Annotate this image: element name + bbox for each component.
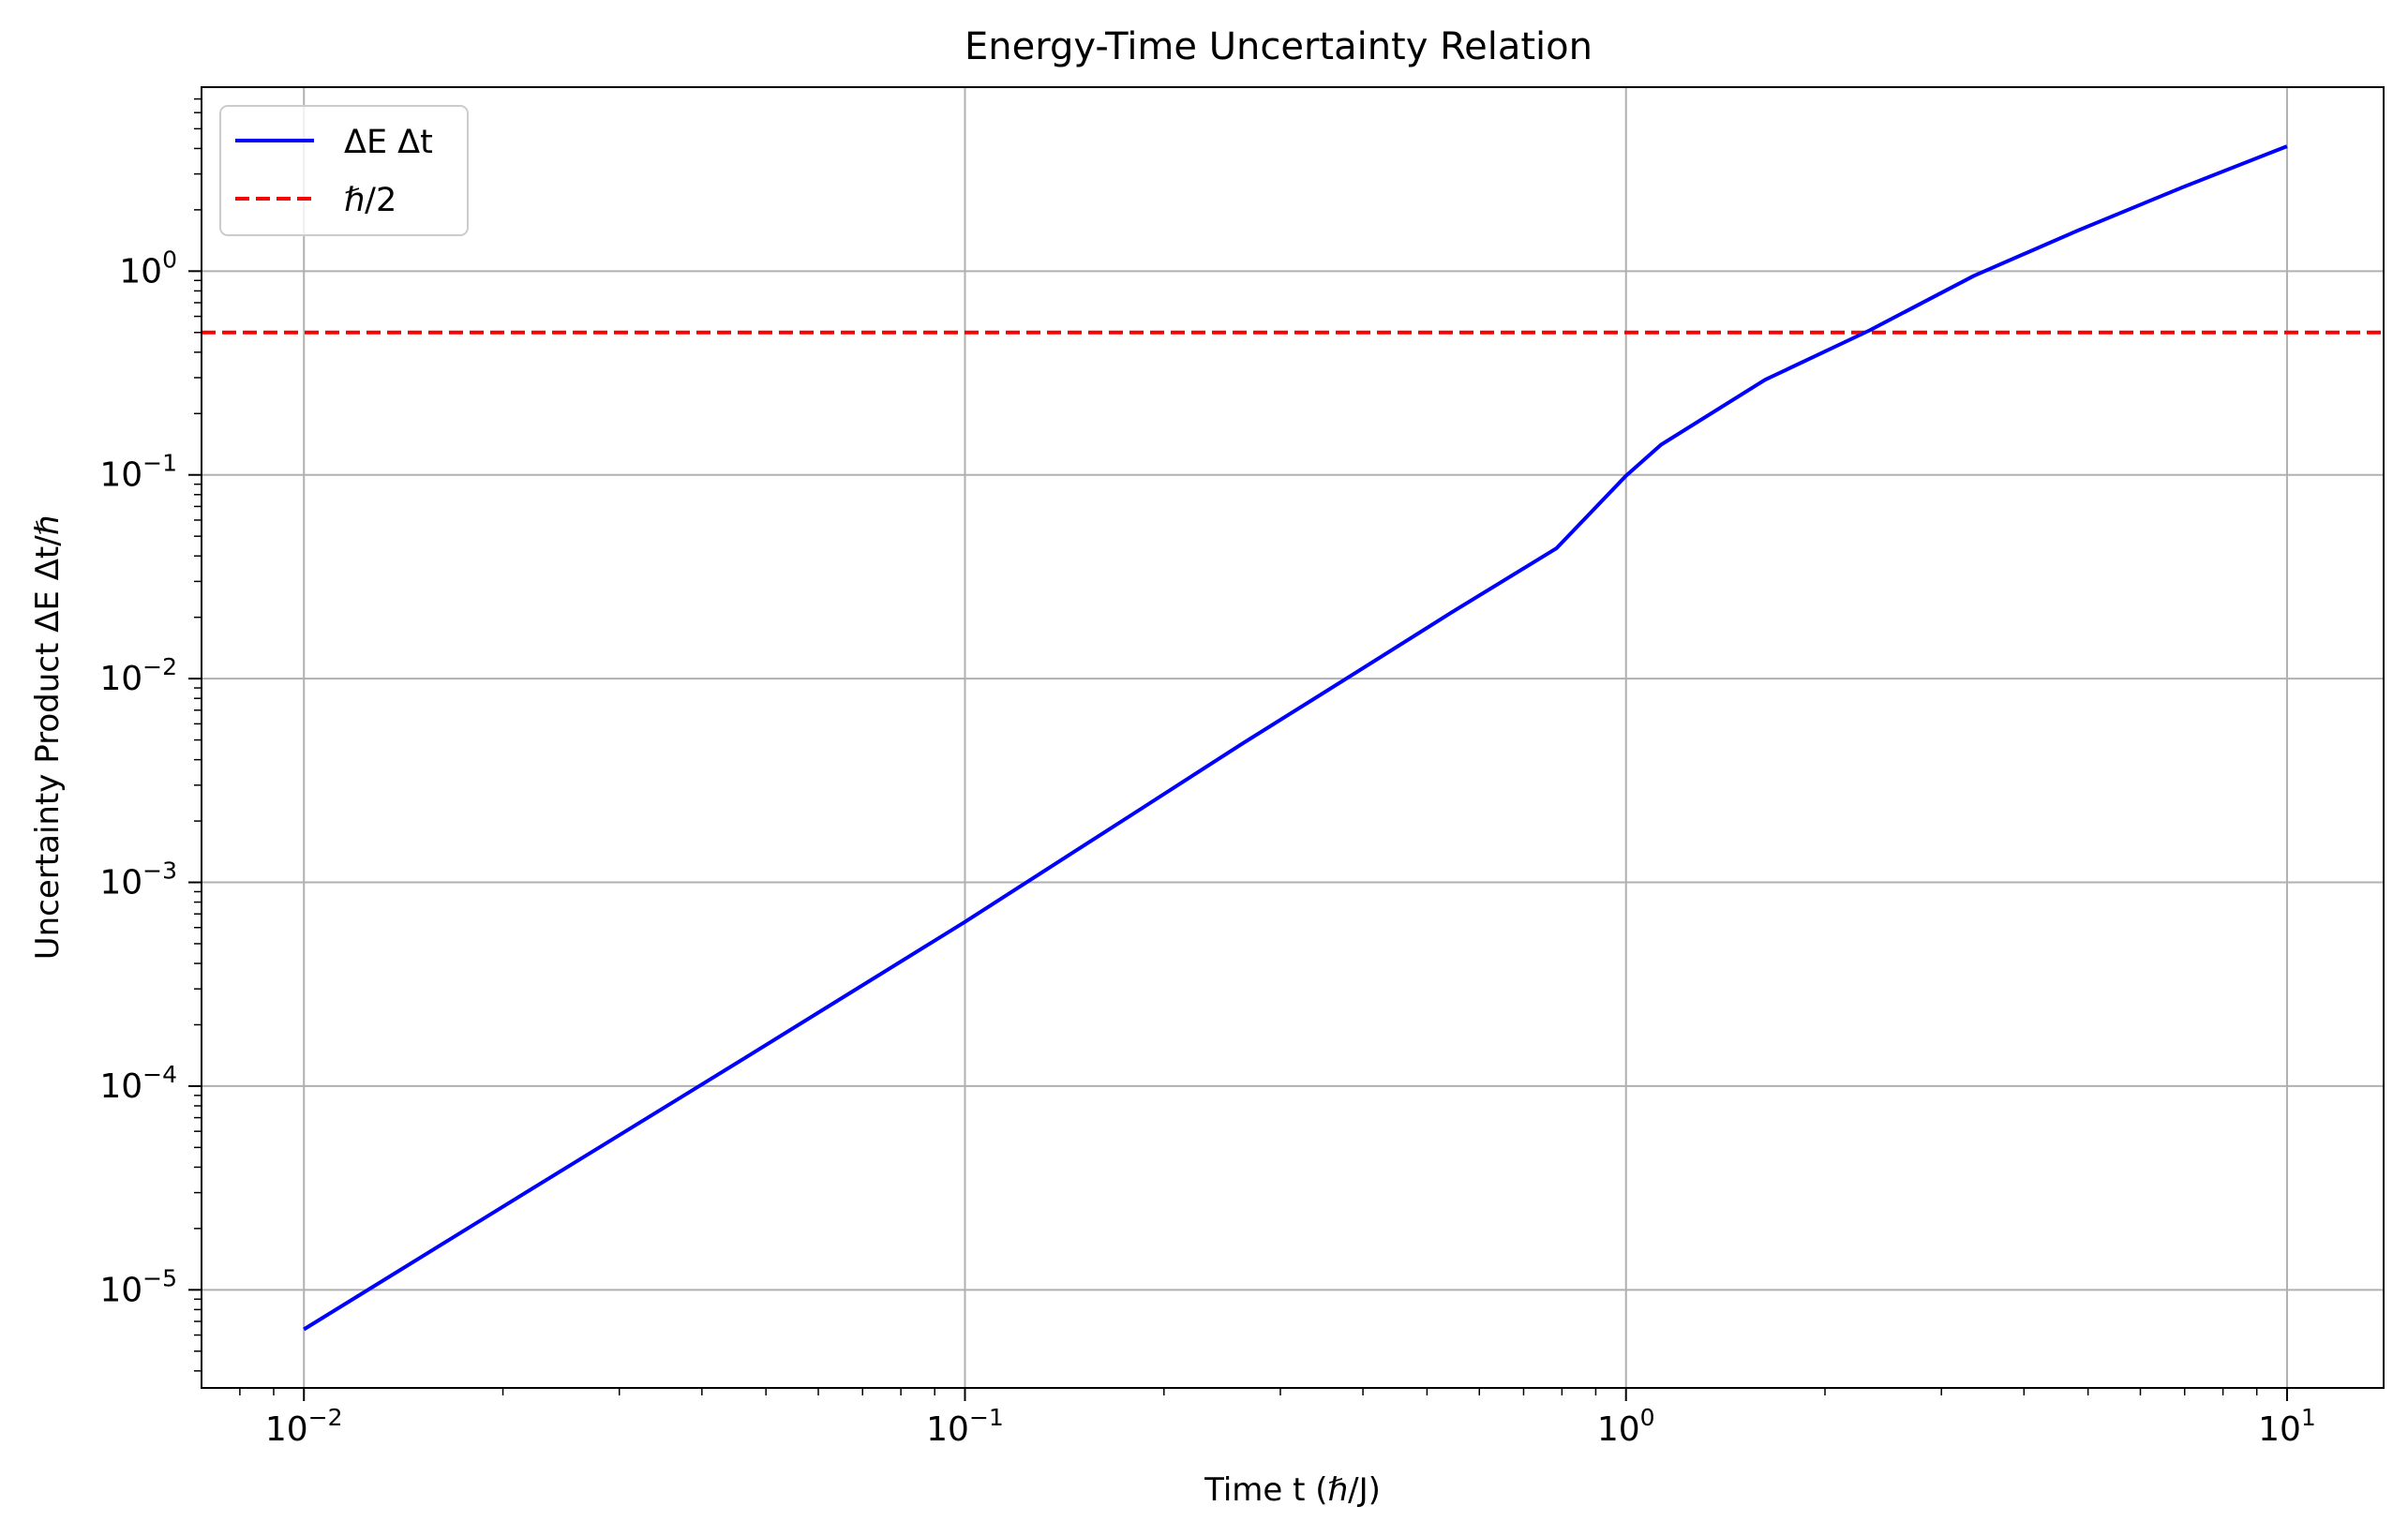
plot-frame bbox=[201, 86, 2385, 1389]
y-tick-label: 10−2 bbox=[99, 653, 177, 698]
x-tick-label: 10−2 bbox=[265, 1404, 343, 1449]
y-axis-label: Uncertainty Product ΔE Δt/ℏ bbox=[29, 515, 67, 961]
series-line-delta-e-delta-t bbox=[303, 144, 2288, 1332]
legend-label-delta-e-delta-t: ΔE Δt bbox=[344, 124, 433, 161]
x-axis-label: Time t (ℏ/J) bbox=[1204, 1471, 1381, 1509]
y-tick-label: 100 bbox=[119, 246, 177, 291]
x-tick-label: 10−1 bbox=[926, 1404, 1004, 1449]
y-tick-label: 10−3 bbox=[99, 857, 177, 902]
legend-box bbox=[219, 105, 469, 236]
chart-title: Energy-Time Uncertainty Relation bbox=[965, 25, 1593, 68]
tick-marks bbox=[188, 97, 2288, 1401]
data-series bbox=[303, 144, 2288, 1332]
x-tick-label: 100 bbox=[1597, 1404, 1655, 1449]
y-tick-label: 10−4 bbox=[99, 1061, 177, 1106]
legend: ΔE Δt ℏ/2 bbox=[219, 105, 469, 236]
y-tick-label: 10−1 bbox=[99, 450, 177, 495]
legend-label-hbar-over-2: ℏ/2 bbox=[344, 182, 396, 219]
grid bbox=[202, 87, 2384, 1388]
y-tick-label: 10−5 bbox=[99, 1264, 177, 1309]
x-tick-label: 101 bbox=[2258, 1404, 2316, 1449]
tick-labels: 10−2 10−1 100 101 100 10−1 10−2 10−3 10−4 10−5 bbox=[99, 246, 2315, 1449]
